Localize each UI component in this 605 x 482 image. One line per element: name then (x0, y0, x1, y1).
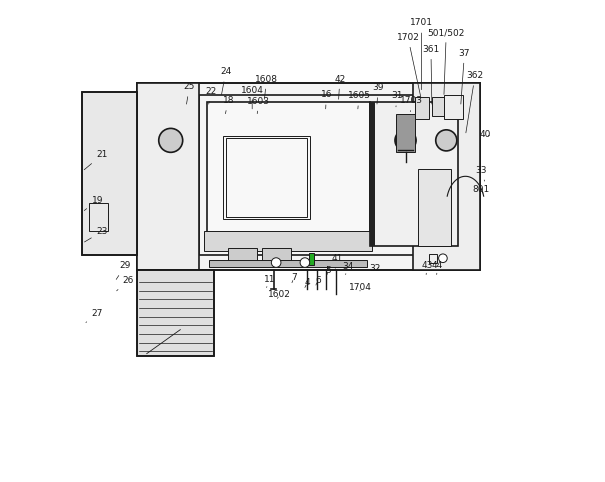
Bar (82, 93, 137, 255)
Text: 6: 6 (315, 276, 321, 285)
Bar (432, 97, 444, 116)
Circle shape (159, 128, 183, 152)
Circle shape (439, 254, 447, 263)
Text: 42: 42 (334, 75, 345, 99)
Text: 33: 33 (475, 166, 486, 181)
Text: 27: 27 (86, 309, 103, 322)
Text: 34: 34 (342, 262, 353, 275)
Text: 37: 37 (459, 49, 470, 104)
Text: 44: 44 (432, 261, 443, 275)
Bar (228, 248, 257, 263)
Bar (207, 102, 370, 246)
Bar (428, 254, 437, 263)
Text: 29: 29 (116, 261, 131, 280)
Text: 32: 32 (370, 264, 381, 273)
Circle shape (300, 258, 310, 268)
Bar (137, 83, 480, 270)
Bar (415, 97, 430, 119)
Text: 41: 41 (332, 254, 342, 270)
Text: 11: 11 (264, 275, 276, 287)
Circle shape (436, 130, 457, 151)
Bar (137, 83, 480, 270)
Bar (413, 83, 480, 270)
Text: 23: 23 (85, 227, 108, 242)
Text: 1703: 1703 (401, 96, 424, 112)
Bar (223, 135, 310, 219)
Bar (137, 83, 200, 270)
Text: 1702: 1702 (396, 33, 420, 97)
Bar (226, 138, 307, 217)
Text: 21: 21 (84, 150, 108, 170)
Text: 1704: 1704 (348, 283, 371, 292)
Text: 5: 5 (325, 266, 332, 275)
Circle shape (395, 130, 416, 151)
Text: 22: 22 (206, 87, 217, 104)
Bar (204, 231, 372, 251)
Text: 31: 31 (391, 91, 403, 107)
Text: 1605: 1605 (347, 91, 370, 109)
Bar (90, 202, 108, 231)
Text: 24: 24 (220, 67, 232, 94)
Bar (370, 102, 375, 246)
Text: 25: 25 (184, 82, 195, 104)
Text: 1602: 1602 (268, 290, 291, 299)
Bar (396, 114, 415, 152)
Text: 501/502: 501/502 (428, 28, 465, 94)
Text: 40: 40 (480, 130, 491, 139)
Text: 1608: 1608 (255, 75, 278, 99)
Text: 43: 43 (422, 261, 433, 275)
Bar (444, 95, 463, 119)
Circle shape (272, 258, 281, 268)
Bar (137, 270, 214, 356)
Text: 16: 16 (321, 90, 332, 109)
Text: 1603: 1603 (247, 96, 270, 114)
Text: 19: 19 (84, 196, 103, 211)
Text: 4: 4 (304, 278, 310, 287)
Text: 26: 26 (117, 276, 133, 291)
Text: 362: 362 (466, 71, 483, 133)
Text: 18: 18 (223, 96, 234, 114)
Text: 801: 801 (472, 185, 489, 194)
Bar (82, 93, 137, 255)
Bar (417, 169, 451, 246)
Bar (370, 102, 458, 246)
Bar (209, 260, 367, 268)
Text: 7: 7 (291, 273, 296, 282)
Text: 361: 361 (422, 45, 440, 104)
Bar (262, 248, 290, 263)
Text: 39: 39 (373, 83, 384, 104)
Text: 1701: 1701 (410, 18, 433, 90)
Bar (137, 270, 214, 356)
Bar (309, 253, 315, 265)
Bar (200, 95, 415, 255)
Text: 1604: 1604 (241, 85, 264, 109)
